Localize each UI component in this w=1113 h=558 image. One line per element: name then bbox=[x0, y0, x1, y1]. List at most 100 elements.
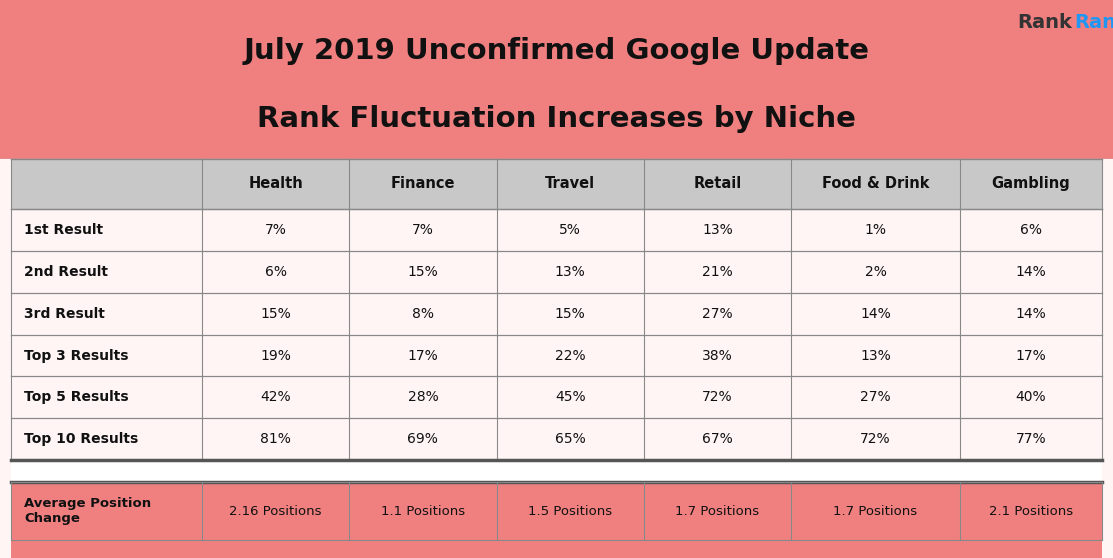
Bar bbox=[349, 159, 496, 209]
Bar bbox=[11, 377, 203, 418]
Text: 67%: 67% bbox=[702, 432, 732, 446]
Bar bbox=[643, 209, 791, 251]
Text: 13%: 13% bbox=[860, 349, 890, 363]
Text: 7%: 7% bbox=[412, 223, 434, 237]
Bar bbox=[203, 335, 349, 377]
Text: Health: Health bbox=[248, 176, 303, 191]
Bar bbox=[961, 418, 1102, 460]
Text: Rank: Rank bbox=[1017, 13, 1072, 32]
Text: 69%: 69% bbox=[407, 432, 439, 446]
Text: 7%: 7% bbox=[265, 223, 286, 237]
Text: 2nd Result: 2nd Result bbox=[24, 264, 108, 279]
Bar bbox=[203, 159, 349, 209]
Text: 8%: 8% bbox=[412, 307, 434, 321]
Text: Finance: Finance bbox=[391, 176, 455, 191]
Bar bbox=[349, 293, 496, 335]
Bar bbox=[349, 251, 496, 293]
Bar bbox=[11, 482, 203, 540]
Bar bbox=[643, 377, 791, 418]
Text: 14%: 14% bbox=[1015, 307, 1046, 321]
Text: Gambling: Gambling bbox=[992, 176, 1071, 191]
Text: 40%: 40% bbox=[1016, 391, 1046, 405]
Text: 65%: 65% bbox=[554, 432, 585, 446]
Text: Rank Fluctuation Increases by Niche: Rank Fluctuation Increases by Niche bbox=[257, 105, 856, 133]
Text: Top 5 Results: Top 5 Results bbox=[24, 391, 129, 405]
Text: 2%: 2% bbox=[865, 264, 886, 279]
Bar bbox=[496, 159, 643, 209]
Bar bbox=[961, 293, 1102, 335]
Text: 1.7 Positions: 1.7 Positions bbox=[676, 504, 759, 518]
Bar bbox=[11, 335, 203, 377]
Bar bbox=[0, 460, 1113, 482]
Bar bbox=[791, 377, 961, 418]
Bar bbox=[11, 209, 203, 251]
Text: 1.1 Positions: 1.1 Positions bbox=[381, 504, 465, 518]
Bar bbox=[203, 209, 349, 251]
Text: 21%: 21% bbox=[702, 264, 732, 279]
Text: 17%: 17% bbox=[1015, 349, 1046, 363]
Bar bbox=[349, 377, 496, 418]
Text: 14%: 14% bbox=[1015, 264, 1046, 279]
Bar bbox=[11, 251, 203, 293]
Text: Travel: Travel bbox=[545, 176, 595, 191]
Text: 6%: 6% bbox=[265, 264, 287, 279]
Bar bbox=[11, 159, 203, 209]
Bar bbox=[961, 377, 1102, 418]
Bar bbox=[496, 335, 643, 377]
Text: Retail: Retail bbox=[693, 176, 741, 191]
Bar bbox=[791, 293, 961, 335]
Text: 27%: 27% bbox=[860, 391, 890, 405]
Bar bbox=[496, 482, 643, 540]
Bar bbox=[496, 377, 643, 418]
Text: 5%: 5% bbox=[559, 223, 581, 237]
Bar bbox=[791, 335, 961, 377]
Bar bbox=[496, 209, 643, 251]
Bar bbox=[791, 159, 961, 209]
Bar bbox=[961, 251, 1102, 293]
Text: 77%: 77% bbox=[1016, 432, 1046, 446]
Text: Average Position
Change: Average Position Change bbox=[24, 497, 151, 525]
Bar bbox=[791, 209, 961, 251]
Bar bbox=[496, 418, 643, 460]
Bar bbox=[349, 418, 496, 460]
Bar bbox=[643, 482, 791, 540]
Text: 72%: 72% bbox=[702, 391, 732, 405]
Bar bbox=[496, 293, 643, 335]
Bar bbox=[11, 293, 203, 335]
Text: 13%: 13% bbox=[554, 264, 585, 279]
Text: Food & Drink: Food & Drink bbox=[821, 176, 929, 191]
Text: 2.1 Positions: 2.1 Positions bbox=[989, 504, 1073, 518]
Bar bbox=[203, 377, 349, 418]
Bar bbox=[349, 209, 496, 251]
Text: 72%: 72% bbox=[860, 432, 890, 446]
Bar bbox=[1102, 159, 1113, 558]
Bar bbox=[961, 159, 1102, 209]
Bar bbox=[203, 418, 349, 460]
Text: Top 3 Results: Top 3 Results bbox=[24, 349, 129, 363]
Text: 45%: 45% bbox=[554, 391, 585, 405]
Bar bbox=[643, 293, 791, 335]
Text: 28%: 28% bbox=[407, 391, 439, 405]
Text: Top 10 Results: Top 10 Results bbox=[24, 432, 139, 446]
Bar bbox=[791, 482, 961, 540]
Bar bbox=[961, 482, 1102, 540]
Text: 42%: 42% bbox=[260, 391, 290, 405]
Bar bbox=[643, 335, 791, 377]
Bar bbox=[203, 482, 349, 540]
Text: 1.7 Positions: 1.7 Positions bbox=[834, 504, 917, 518]
Bar bbox=[349, 335, 496, 377]
Text: Ranger: Ranger bbox=[1074, 13, 1113, 32]
Text: 3rd Result: 3rd Result bbox=[24, 307, 106, 321]
Text: 15%: 15% bbox=[407, 264, 439, 279]
Bar bbox=[791, 251, 961, 293]
Bar bbox=[0, 159, 11, 558]
Text: 19%: 19% bbox=[260, 349, 292, 363]
Bar bbox=[203, 251, 349, 293]
Bar bbox=[496, 251, 643, 293]
Text: July 2019 Unconfirmed Google Update: July 2019 Unconfirmed Google Update bbox=[244, 37, 869, 65]
Text: 2.16 Positions: 2.16 Positions bbox=[229, 504, 322, 518]
Text: 15%: 15% bbox=[554, 307, 585, 321]
Bar bbox=[961, 209, 1102, 251]
Bar bbox=[961, 335, 1102, 377]
Text: 27%: 27% bbox=[702, 307, 732, 321]
